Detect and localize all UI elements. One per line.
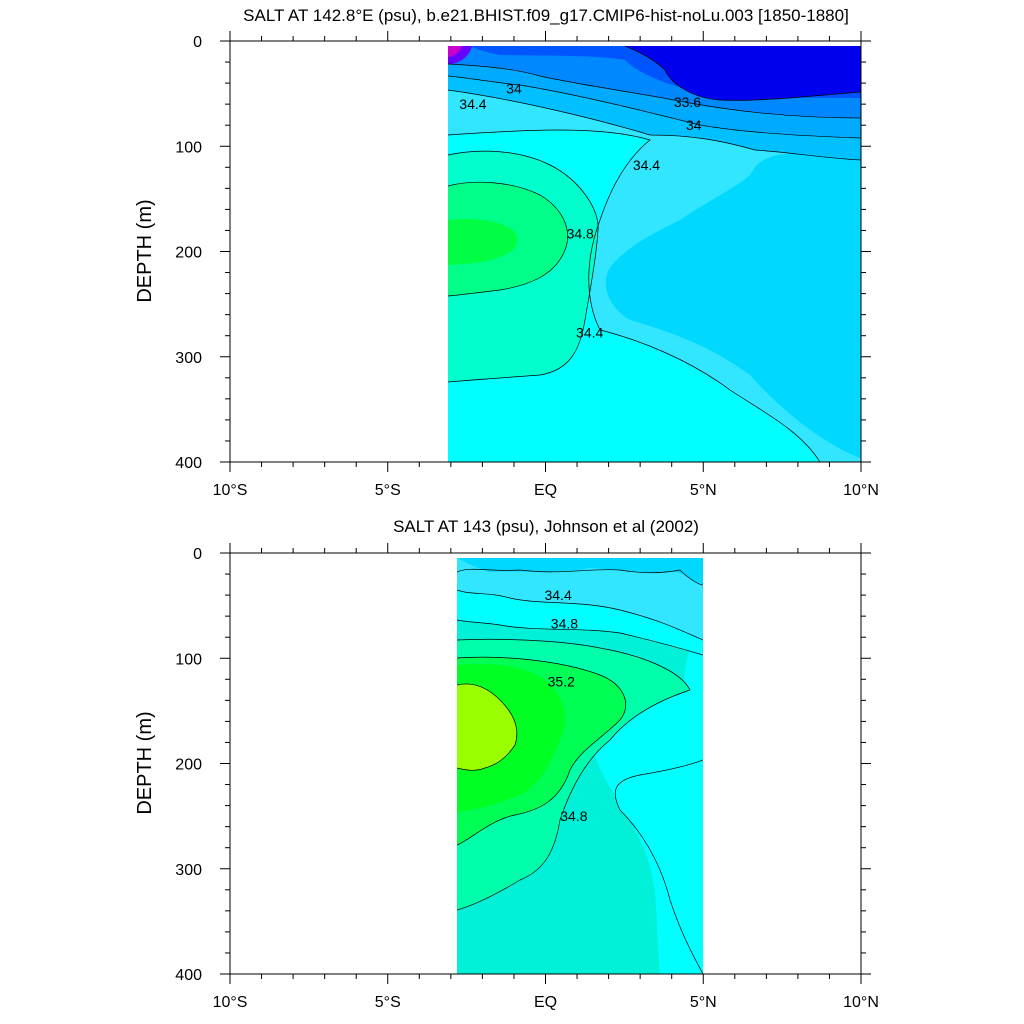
x-tick-label: 10°S xyxy=(213,994,248,1011)
model-contour-lines xyxy=(448,46,861,462)
x-tick-label: 5°N xyxy=(690,994,717,1011)
x-tick-label: 5°S xyxy=(375,482,401,499)
x-tick-label: EQ xyxy=(534,482,557,499)
contour-label: 34 xyxy=(686,117,702,133)
y-tick-label: 0 xyxy=(193,34,202,51)
contour-label: 34.8 xyxy=(567,226,594,242)
model-band-34-2 xyxy=(605,150,861,458)
obs-band-34-6-upper xyxy=(457,590,703,655)
y-tick-label: 300 xyxy=(175,350,202,367)
contour-label: 34.4 xyxy=(544,587,571,603)
model-band-33-2 xyxy=(625,46,861,101)
obs-axis-ticks: 10°S 5°S EQ 5°N 10°N 0 100 200 300 400 xyxy=(175,543,879,1011)
x-tick-label: 10°S xyxy=(213,482,248,499)
x-tick-label: 10°N xyxy=(843,994,879,1011)
model-surface-spot-2 xyxy=(448,46,462,57)
contour-label: 34.4 xyxy=(633,157,660,173)
y-tick-label: 0 xyxy=(193,546,202,563)
x-tick-label: 10°N xyxy=(843,482,879,499)
model-band-35-2 xyxy=(448,218,518,265)
contour-label: 35.2 xyxy=(548,673,575,689)
obs-band-34-2 xyxy=(457,558,703,585)
obs-band-35-6 xyxy=(457,683,517,771)
model-salinity-field xyxy=(448,46,861,462)
contour-label: 34 xyxy=(506,80,522,96)
obs-band-34-4 xyxy=(457,558,703,640)
y-tick-label: 200 xyxy=(175,245,202,262)
model-salinity-panel: SALT AT 142.8°E (psu), b.e21.BHIST.f09_g… xyxy=(134,6,879,499)
y-tick-label: 200 xyxy=(175,757,202,774)
model-chart-title: SALT AT 142.8°E (psu), b.e21.BHIST.f09_g… xyxy=(243,6,849,25)
observed-contour-lines xyxy=(457,568,703,974)
obs-y-axis-label: DEPTH (m) xyxy=(134,711,156,814)
model-axis-ticks: 10°S 5°S EQ 5°N 10°N 0 100 200 300 400 xyxy=(175,31,879,499)
y-tick-label: 400 xyxy=(175,455,202,472)
y-tick-label: 100 xyxy=(175,139,202,156)
contour-label: 34.4 xyxy=(576,325,603,341)
observed-salinity-field xyxy=(457,558,703,974)
contour-label: 33.6 xyxy=(674,94,701,110)
x-tick-label: EQ xyxy=(534,994,557,1011)
model-y-axis-label: DEPTH (m) xyxy=(134,199,156,302)
model-contour-labels: 34 34.4 33.6 34 34.4 34.8 34.4 xyxy=(459,80,701,340)
x-tick-label: 5°N xyxy=(690,482,717,499)
y-tick-label: 300 xyxy=(175,862,202,879)
contour-label: 34.4 xyxy=(459,96,486,112)
obs-contour-labels: 34.4 34.8 35.2 34.8 xyxy=(544,587,587,824)
contour-label: 34.8 xyxy=(560,808,587,824)
y-tick-label: 400 xyxy=(175,967,202,984)
contour-label: 34.8 xyxy=(551,616,578,632)
obs-chart-title: SALT AT 143 (psu), Johnson et al (2002) xyxy=(393,517,699,536)
observed-salinity-panel: SALT AT 143 (psu), Johnson et al (2002) … xyxy=(134,517,879,1011)
x-tick-label: 5°S xyxy=(375,994,401,1011)
y-tick-label: 100 xyxy=(175,651,202,668)
